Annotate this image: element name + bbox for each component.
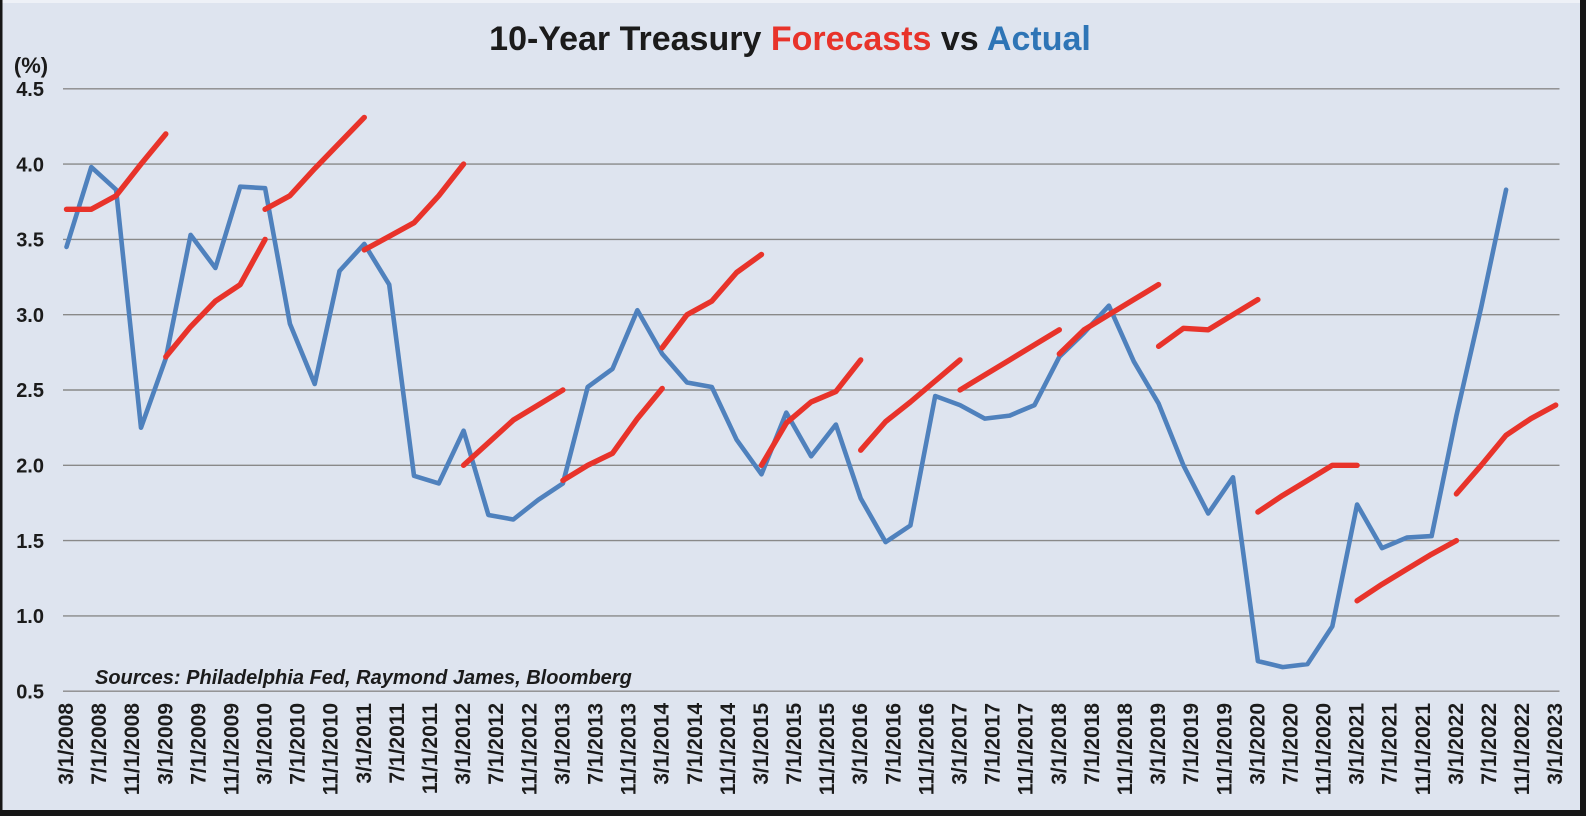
svg-text:11/1/2021: 11/1/2021 [1412, 703, 1435, 796]
svg-text:3/1/2008: 3/1/2008 [55, 703, 78, 785]
svg-text:11/1/2011: 11/1/2011 [419, 703, 442, 794]
svg-text:3/1/2022: 3/1/2022 [1445, 703, 1468, 785]
svg-text:7/1/2009: 7/1/2009 [187, 703, 210, 785]
svg-text:11/1/2008: 11/1/2008 [121, 703, 144, 796]
svg-text:11/1/2017: 11/1/2017 [1015, 703, 1038, 795]
svg-text:7/1/2012: 7/1/2012 [485, 703, 508, 785]
svg-text:3/1/2015: 3/1/2015 [750, 703, 773, 785]
svg-text:7/1/2016: 7/1/2016 [882, 703, 905, 785]
svg-text:1.5: 1.5 [16, 531, 44, 553]
svg-text:7/1/2019: 7/1/2019 [1180, 703, 1203, 785]
svg-text:7/1/2013: 7/1/2013 [585, 703, 608, 785]
svg-text:(%): (%) [14, 53, 48, 78]
svg-text:11/1/2020: 11/1/2020 [1313, 703, 1336, 795]
svg-text:7/1/2018: 7/1/2018 [1081, 703, 1104, 785]
svg-text:11/1/2009: 11/1/2009 [221, 703, 244, 795]
svg-text:7/1/2014: 7/1/2014 [684, 703, 707, 785]
svg-text:7/1/2021: 7/1/2021 [1379, 703, 1402, 785]
svg-text:3.5: 3.5 [16, 230, 44, 252]
svg-text:11/1/2015: 11/1/2015 [816, 703, 839, 796]
svg-text:3/1/2012: 3/1/2012 [452, 703, 475, 785]
svg-text:3/1/2010: 3/1/2010 [254, 703, 277, 785]
svg-text:7/1/2022: 7/1/2022 [1478, 703, 1501, 785]
svg-text:2.5: 2.5 [16, 380, 44, 402]
svg-text:3/1/2019: 3/1/2019 [1147, 703, 1170, 785]
svg-text:7/1/2015: 7/1/2015 [783, 703, 806, 785]
svg-text:3/1/2016: 3/1/2016 [849, 703, 872, 785]
svg-text:2.0: 2.0 [16, 456, 44, 478]
svg-text:11/1/2014: 11/1/2014 [717, 703, 740, 796]
svg-text:11/1/2012: 11/1/2012 [518, 703, 541, 795]
svg-text:11/1/2022: 11/1/2022 [1511, 703, 1534, 795]
svg-text:3/1/2014: 3/1/2014 [651, 703, 674, 785]
svg-text:3/1/2020: 3/1/2020 [1246, 703, 1269, 785]
svg-text:7/1/2008: 7/1/2008 [88, 703, 111, 785]
svg-text:3/1/2017: 3/1/2017 [949, 703, 972, 785]
svg-text:7/1/2020: 7/1/2020 [1280, 703, 1303, 785]
svg-text:7/1/2011: 7/1/2011 [386, 703, 409, 784]
svg-text:3/1/2013: 3/1/2013 [551, 703, 574, 785]
svg-text:3/1/2009: 3/1/2009 [154, 703, 177, 785]
svg-text:11/1/2019: 11/1/2019 [1213, 703, 1236, 795]
svg-text:3/1/2021: 3/1/2021 [1346, 703, 1369, 785]
svg-text:11/1/2018: 11/1/2018 [1114, 703, 1137, 796]
svg-text:1.0: 1.0 [16, 606, 44, 628]
svg-text:7/1/2017: 7/1/2017 [982, 703, 1005, 785]
svg-text:11/1/2013: 11/1/2013 [618, 703, 641, 795]
svg-text:4.5: 4.5 [16, 79, 44, 101]
svg-text:10-Year Treasury Forecasts vs: 10-Year Treasury Forecasts vs Actual [489, 20, 1091, 58]
svg-text:3/1/2018: 3/1/2018 [1048, 703, 1071, 785]
svg-text:3/1/2023: 3/1/2023 [1544, 703, 1567, 785]
svg-text:11/1/2010: 11/1/2010 [320, 703, 343, 795]
svg-text:Sources: Philadelphia Fed, Ray: Sources: Philadelphia Fed, Raymond James… [95, 667, 632, 689]
svg-text:3/1/2011: 3/1/2011 [353, 703, 376, 784]
svg-text:11/1/2016: 11/1/2016 [915, 703, 938, 795]
svg-text:0.5: 0.5 [16, 681, 44, 703]
svg-text:7/1/2010: 7/1/2010 [287, 703, 310, 785]
svg-text:4.0: 4.0 [16, 154, 44, 176]
svg-text:3.0: 3.0 [16, 305, 44, 327]
